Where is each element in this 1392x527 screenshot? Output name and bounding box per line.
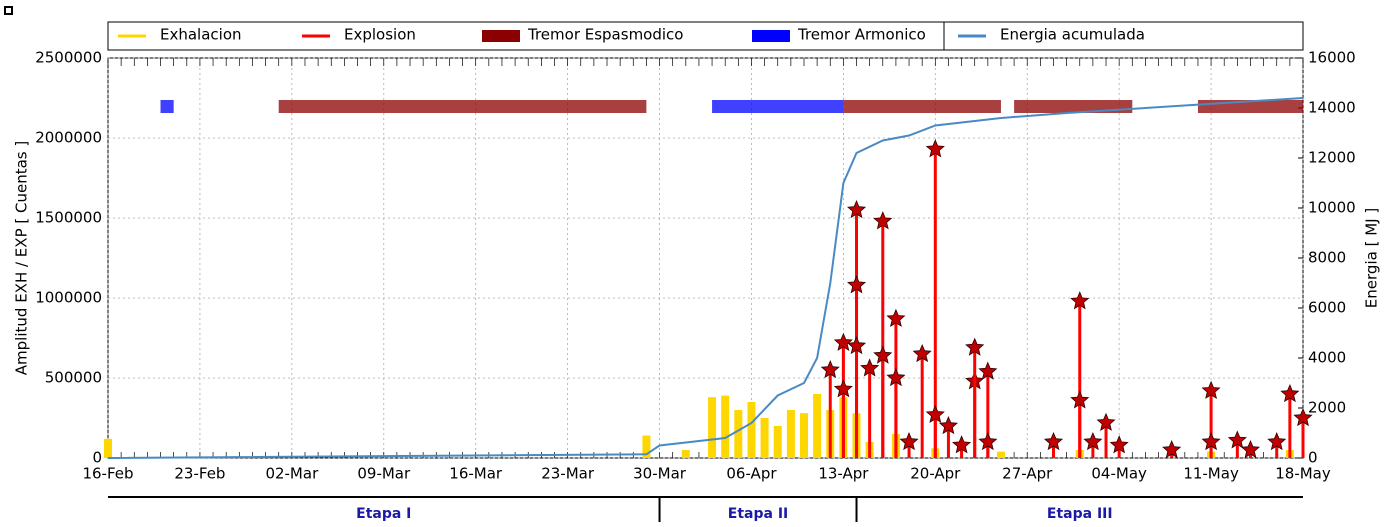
y2-tick-label: 4000 — [1308, 349, 1346, 367]
exhalation-bar — [681, 450, 690, 458]
y2-tick-label: 10000 — [1308, 199, 1356, 217]
exhalation-bar — [786, 410, 795, 458]
explosion-star — [912, 343, 932, 363]
explosion-star — [965, 337, 985, 356]
y2-tick-label: 8000 — [1308, 249, 1346, 267]
tremor-band — [843, 100, 1001, 113]
explosion-star — [1267, 431, 1287, 451]
x-tick-label: 02-Mar — [265, 465, 319, 483]
stage-label: Etapa III — [1047, 506, 1113, 522]
explosion-star — [1201, 431, 1221, 451]
x-tick-label: 04-May — [1091, 465, 1147, 483]
x-tick-label: 20-Apr — [910, 465, 961, 483]
explosion-star — [1162, 439, 1182, 459]
y2-tick-label: 0 — [1308, 449, 1318, 467]
legend-label: Explosion — [344, 26, 416, 44]
stage-label: Etapa II — [728, 506, 788, 522]
x-tick-label: 09-Mar — [357, 465, 411, 483]
legend-label: Exhalacion — [160, 26, 242, 44]
explosion-star — [847, 335, 867, 355]
explosion-star — [860, 358, 880, 377]
exhalation-bar — [104, 438, 112, 458]
explosion-star — [847, 275, 867, 294]
y2-tick-label: 6000 — [1308, 299, 1346, 317]
y-tick-label: 0 — [92, 449, 102, 467]
exhalation-bar — [773, 426, 782, 458]
x-tick-label: 06-Apr — [726, 465, 777, 483]
explosion-star — [925, 139, 945, 158]
explosion-star — [1043, 431, 1064, 451]
exhalation-bar — [721, 395, 730, 458]
tremor-band — [712, 100, 844, 113]
x-tick-label: 30-Mar — [633, 465, 687, 483]
plot-frame — [107, 57, 1304, 459]
y2-tick-label: 2000 — [1308, 399, 1346, 417]
y-tick-label: 2500000 — [35, 49, 102, 67]
y2-tick-label: 14000 — [1308, 99, 1356, 117]
explosion-star — [938, 415, 958, 435]
x-tick-label: 11-May — [1183, 465, 1239, 483]
explosion-star — [1096, 412, 1116, 431]
stage-label: Etapa I — [356, 506, 411, 522]
energy-line — [107, 97, 1304, 459]
tremor-band — [1014, 100, 1133, 113]
x-tick-label: 23-Mar — [541, 465, 595, 483]
explosion-star — [1227, 430, 1247, 449]
y-tick-label: 2000000 — [35, 129, 102, 147]
y2-tick-label: 16000 — [1308, 49, 1356, 67]
x-tick-label: 18-May — [1275, 465, 1331, 483]
y2-axis-label: Energia [ MJ ] — [1363, 208, 1381, 308]
explosion-star — [873, 211, 893, 230]
explosion-star — [1070, 291, 1090, 310]
exhalation-bar — [760, 418, 769, 458]
legend-swatch — [752, 30, 790, 42]
corner-icon — [4, 6, 13, 15]
x-tick-label: 23-Feb — [174, 465, 225, 483]
legend-label: Energia acumulada — [1000, 26, 1145, 44]
explosion-star — [1109, 435, 1129, 454]
x-tick-label: 16-Mar — [449, 465, 503, 483]
explosion-star — [899, 431, 919, 451]
exhalation-bar — [642, 435, 651, 458]
x-tick-label: 13-Apr — [818, 465, 869, 483]
y2-tick-label: 12000 — [1308, 149, 1356, 167]
explosion-star — [1293, 407, 1313, 427]
y-tick-label: 1500000 — [35, 209, 102, 227]
y-tick-label: 500000 — [45, 369, 102, 387]
exhalation-bar — [747, 402, 756, 458]
explosion-star — [1083, 431, 1103, 451]
explosion-star — [873, 345, 893, 364]
legend-label: Tremor Espasmodico — [527, 26, 683, 44]
exhalation-bar — [813, 394, 822, 458]
explosion-star — [847, 199, 867, 219]
explosion-star — [820, 359, 840, 379]
y-axis-label: Amplitud EXH / EXP [ Cuentas ] — [13, 141, 31, 375]
y-tick-label: 1000000 — [35, 289, 102, 307]
tremor-band — [160, 100, 174, 113]
explosion-star — [925, 404, 945, 423]
legend-label: Tremor Armonico — [797, 26, 926, 44]
x-tick-label: 27-Apr — [1002, 465, 1053, 483]
exhalation-bar — [708, 397, 717, 458]
explosion-star — [833, 332, 853, 351]
exhalation-bar — [996, 451, 1005, 458]
legend-swatch — [482, 30, 520, 42]
tremor-band — [278, 100, 647, 113]
explosion-star — [886, 367, 906, 387]
explosion-star — [978, 361, 998, 380]
explosion-star — [1280, 383, 1300, 403]
exhalation-bar — [734, 410, 743, 458]
explosion-star — [1240, 439, 1260, 459]
x-tick-label: 16-Feb — [82, 465, 133, 483]
explosion-star — [952, 435, 972, 454]
explosion-star — [1201, 380, 1221, 399]
explosion-star — [1070, 390, 1090, 409]
explosion-star — [833, 379, 853, 398]
explosion-star — [886, 308, 906, 327]
exhalation-bar — [799, 413, 808, 458]
explosion-star — [978, 431, 998, 451]
